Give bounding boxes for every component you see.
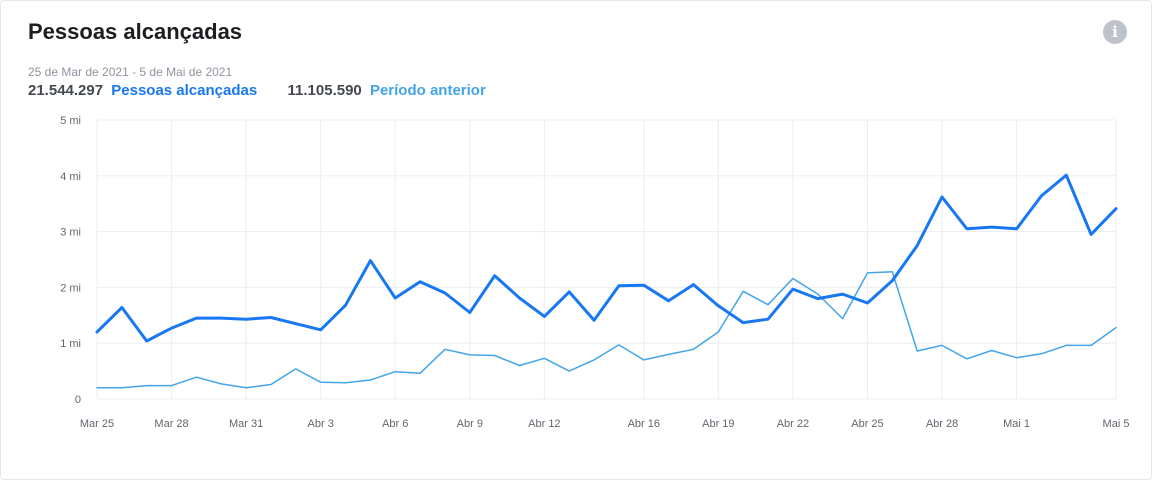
- current-value: 21.544.297: [28, 82, 104, 99]
- previous-label: Período anterior: [369, 82, 486, 99]
- card-title: Pessoas alcançadas: [28, 19, 243, 44]
- series-line-current: [95, 173, 1118, 343]
- x-tick-label: Abr 3: [308, 418, 334, 430]
- previous-value: 11.105.590: [287, 82, 362, 99]
- y-tick-label: 3 mi: [60, 227, 81, 239]
- x-tick-label: Abr 22: [777, 418, 809, 430]
- info-glyph: i: [1112, 23, 1118, 41]
- y-tick-label: 5 mi: [60, 115, 81, 127]
- x-tick-label: Abr 6: [382, 418, 408, 430]
- x-tick-label: Abr 19: [702, 418, 734, 430]
- x-tick-label: Mai 5: [1103, 418, 1130, 430]
- y-tick-label: 4 mi: [60, 171, 81, 183]
- current-label: Pessoas alcançadas: [111, 82, 258, 99]
- x-tick-label: Mar 25: [80, 418, 114, 430]
- x-tick-label: Abr 12: [528, 418, 560, 430]
- x-tick-label: Mar 31: [229, 418, 263, 430]
- y-tick-label: 0: [75, 394, 81, 406]
- x-tick-label: Mai 1: [1003, 418, 1030, 430]
- x-tick-label: Abr 25: [851, 418, 883, 430]
- series-line-previous: [96, 271, 1117, 389]
- info-icon[interactable]: i: [1103, 20, 1127, 44]
- y-tick-label: 1 mi: [60, 338, 81, 350]
- date-range: 25 de Mar de 2021 - 5 de Mai de 2021: [28, 65, 233, 79]
- x-tick-label: Abr 9: [457, 418, 483, 430]
- x-tick-label: Mar 28: [154, 418, 188, 430]
- x-tick-label: Abr 28: [926, 418, 958, 430]
- x-tick-label: Abr 16: [628, 418, 660, 430]
- y-tick-label: 2 mi: [60, 282, 81, 294]
- summary-row: 21.544.297 Pessoas alcançadas 11.105.590…: [28, 82, 486, 99]
